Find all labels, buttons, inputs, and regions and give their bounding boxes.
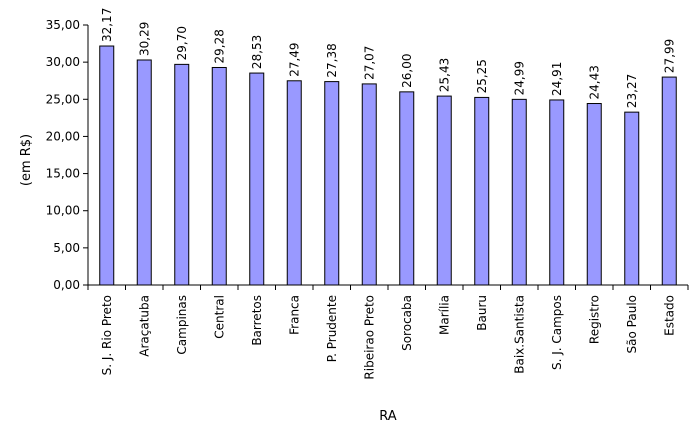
bar (436, 95, 452, 286)
plot-area: 0,00 5,00 10,00 15,00 20,00 25,00 30,00 35,00 32… (46, 8, 689, 380)
x-tick-label: Ribeirao Preto (362, 295, 376, 380)
y-tick-label: 25,00 (46, 92, 80, 106)
bar (211, 66, 227, 286)
bar (399, 91, 415, 286)
x-tick-label: Franca (287, 295, 301, 335)
data-label: 27,07 (362, 46, 376, 80)
y-axis-title: (em R$) (19, 134, 34, 186)
data-label: 23,27 (625, 74, 639, 108)
y-tick-label: 10,00 (46, 204, 80, 218)
y-tick-label: 20,00 (46, 129, 80, 143)
bar (324, 81, 340, 286)
y-tick-label: 0,00 (53, 278, 80, 292)
bar (249, 72, 265, 286)
y-tick-label: 5,00 (53, 241, 80, 255)
x-tick-label: Central (212, 295, 226, 339)
bar (624, 111, 640, 286)
bar (136, 59, 152, 286)
data-label: 25,43 (437, 58, 451, 92)
bar (661, 76, 677, 286)
data-label: 28,53 (250, 35, 264, 69)
data-label: 24,99 (512, 61, 526, 95)
x-tick-label: Campinas (175, 295, 189, 355)
x-axis-title: RA (379, 409, 397, 424)
x-tick-label: Sorocaba (400, 295, 414, 351)
data-label: 27,99 (662, 39, 676, 73)
bar (174, 63, 190, 286)
x-tick-label: S. J. Rio Preto (100, 295, 114, 375)
bar (511, 98, 527, 286)
x-tick-label: Registro (587, 295, 601, 344)
data-label: 29,70 (175, 26, 189, 60)
bar (286, 80, 302, 286)
y-tick-label: 30,00 (46, 55, 80, 69)
data-label: 24,43 (587, 65, 601, 99)
bar (99, 45, 115, 286)
x-tick-label: P. Prudente (325, 295, 339, 362)
x-tick-label: Marília (437, 295, 451, 335)
bar (586, 103, 602, 286)
data-label: 26,00 (400, 53, 414, 87)
x-tick-label: Barretos (250, 295, 264, 346)
data-label: 27,38 (325, 43, 339, 77)
x-tick-label: Baix.Santista (512, 295, 526, 374)
data-label: 32,17 (100, 8, 114, 42)
bar (361, 83, 377, 286)
x-tick-label: Bauru (475, 295, 489, 331)
y-tick-label: 15,00 (46, 167, 80, 181)
data-label: 30,29 (137, 22, 151, 56)
data-label: 29,28 (212, 29, 226, 63)
data-label: 25,25 (475, 59, 489, 93)
data-label: 27,49 (287, 42, 301, 76)
x-tick-label: Araçatuba (137, 295, 151, 357)
x-tick-label: Estado (662, 295, 676, 336)
bar (549, 99, 565, 286)
x-tick-label: São Paulo (625, 295, 639, 353)
x-tick-label: S. J. Campos (550, 295, 564, 370)
data-label: 24,91 (550, 62, 564, 96)
y-tick-label: 35,00 (46, 18, 80, 32)
bar (474, 96, 490, 286)
